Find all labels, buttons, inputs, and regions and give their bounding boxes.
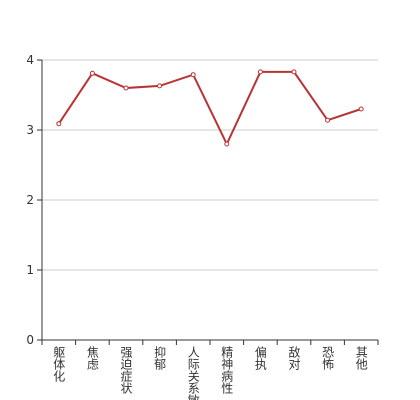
point [358, 106, 364, 112]
point [291, 69, 297, 75]
x-tick-label: 精神病性 [220, 346, 234, 395]
y-tick-label: 1 [26, 263, 34, 277]
x-tick-label: 抑郁 [153, 345, 167, 371]
x-tick-label: 人际关系敏感 [186, 346, 200, 400]
point [224, 141, 230, 147]
x-tick-label: 焦虑 [85, 346, 99, 370]
x-tick-label: 偏执 [253, 345, 267, 371]
x-tick-label: 其他 [354, 346, 368, 370]
point [123, 85, 129, 91]
y-tick-label: 4 [26, 53, 34, 67]
point [190, 72, 196, 78]
x-tick-label: 恐怖 [321, 346, 335, 370]
y-tick-label: 0 [26, 333, 34, 347]
y-tick-label: 3 [26, 123, 34, 137]
x-tick-label: 敌对 [287, 345, 301, 370]
x-tick-label: 躯体化 [52, 345, 66, 383]
point [89, 70, 95, 76]
line [57, 70, 362, 147]
point [157, 83, 163, 89]
point [257, 69, 263, 75]
point [56, 121, 62, 127]
y-tick-label: 2 [26, 193, 34, 207]
x-tick-label: 强迫症状 [119, 346, 133, 394]
point [325, 117, 331, 123]
